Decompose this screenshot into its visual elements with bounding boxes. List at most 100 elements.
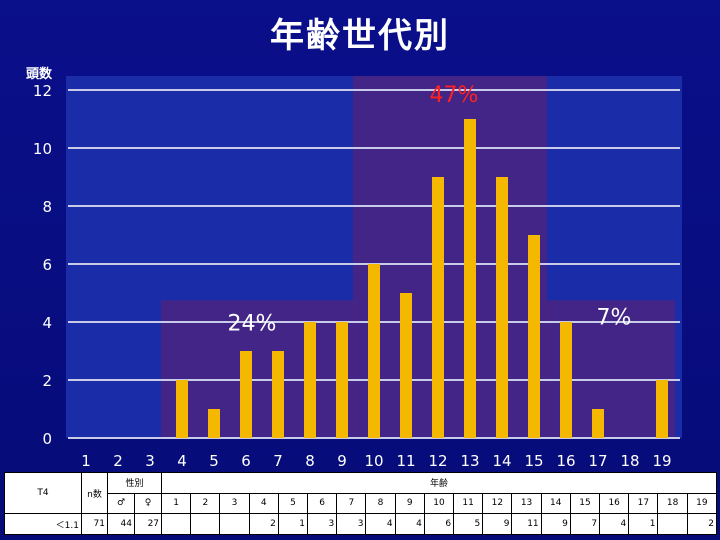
age-header-11: 11 [453,492,484,515]
x-tick-label: 2 [113,452,123,470]
bar-11 [400,293,412,438]
x-tick-label: 1 [81,452,91,470]
female-symbol-cell: ♀ [133,492,163,515]
age-header-7: 7 [336,492,367,515]
count-cell-16: 4 [599,513,630,535]
y-tick-label: 4 [42,314,52,332]
region-label: 7% [597,305,632,330]
count-cell-6: 3 [307,513,338,535]
bar-7 [272,351,284,438]
count-cell-3 [219,513,250,535]
male-symbol-cell: ♂ [107,492,135,515]
age-header-cell: 年齢 [161,472,717,494]
age-header-3: 3 [219,492,250,515]
count-cell-8: 4 [365,513,396,535]
bar-12 [432,177,444,438]
bar-19 [656,380,668,438]
age-header-16: 16 [599,492,630,515]
x-tick-label: 4 [177,452,187,470]
bar-15 [528,235,540,438]
y-axis-label: 頭数 [26,66,53,82]
bar-17 [592,409,604,438]
age-header-12: 12 [482,492,513,515]
bar-13 [464,119,476,438]
page-title: 年齢世代別 [270,16,450,56]
y-tick-label: 6 [42,256,52,274]
data-table-container: T4 n数 性別 年齢 ♂ ♀ 1 2 3 4 5 6 7 8 9 10 11 12 13 14 15 16 1… [4,471,718,535]
bar-8 [304,322,316,438]
data-table: T4 n数 性別 年齢 ♂ ♀ 1 2 3 4 5 6 7 8 9 10 11 12 13 14 15 16 1… [4,471,718,535]
count-cell-17: 1 [628,513,659,535]
y-tick-label: 8 [42,198,52,216]
x-tick-label: 6 [241,452,251,470]
x-tick-label: 15 [524,452,543,470]
count-cell-5: 1 [277,513,309,535]
region-shade [161,300,355,438]
count-cell-12: 9 [482,513,513,535]
age-header-2: 2 [190,492,221,515]
count-cell-13: 11 [511,513,542,535]
bar-16 [560,322,572,438]
count-cell-10: 6 [423,513,455,535]
table-header-row-1: T4 n数 性別 年齢 [4,471,717,515]
y-tick-label: 10 [33,140,52,158]
age-header-8: 8 [365,492,396,515]
age-header-4: 4 [248,492,279,515]
row-n-cell: 71 [81,513,108,535]
count-cell-14: 9 [540,513,571,535]
table-header-row-2: ♂ ♀ 1 2 3 4 5 6 7 8 9 10 11 12 13 14 15 16 17 18 19 [5,492,718,515]
age-header-15: 15 [569,492,601,515]
region-label: 47% [430,83,479,108]
bar-10 [368,264,380,438]
count-cell-15: 7 [569,513,601,535]
x-tick-label: 3 [145,452,155,470]
x-tick-label: 14 [492,452,511,470]
row-label-cell: ＜1.1 [4,513,82,535]
x-tick-label: 10 [364,452,383,470]
x-tick-label: 16 [556,452,575,470]
group-label-cell: T4 [4,471,82,515]
x-tick-label: 8 [305,452,315,470]
x-tick-label: 5 [209,452,219,470]
age-header-5: 5 [277,492,309,515]
count-cell-2 [190,513,221,535]
table-row: ＜1.1 71 44 27 2 1 3 3 4 4 6 5 9 11 9 7 4 1 2 [4,513,718,535]
row-male-cell: 44 [107,513,135,535]
region-label: 24% [228,311,277,336]
age-header-14: 14 [540,492,571,515]
count-cell-9: 4 [394,513,425,535]
y-tick-label: 12 [33,82,52,100]
age-header-6: 6 [307,492,338,515]
x-tick-label: 12 [428,452,447,470]
x-tick-label: 11 [396,452,415,470]
n-header-cell: n数 [81,471,108,515]
age-header-9: 9 [394,492,425,515]
x-tick-label: 18 [620,452,639,470]
x-tick-label: 7 [273,452,283,470]
y-tick-label: 0 [42,430,52,448]
bar-6 [240,351,252,438]
age-header-10: 10 [423,492,455,515]
x-tick-label: 9 [337,452,347,470]
count-cell-4: 2 [248,513,279,535]
count-cell-19: 2 [686,513,718,535]
age-header-17: 17 [628,492,659,515]
x-tick-label: 19 [652,452,671,470]
count-cell-11: 5 [453,513,484,535]
bar-14 [496,177,508,438]
age-header-18: 18 [657,492,688,515]
age-header-19: 19 [686,492,718,515]
bar-5 [208,409,220,438]
bar-4 [176,380,188,438]
bar-9 [336,322,348,438]
count-cell-1 [161,513,192,535]
row-female-cell: 27 [133,513,163,535]
age-header-13: 13 [511,492,542,515]
x-tick-label: 13 [460,452,479,470]
age-header-1: 1 [161,492,192,515]
count-cell-7: 3 [336,513,367,535]
y-tick-label: 2 [42,372,52,390]
region-shade [353,76,547,438]
count-cell-18 [657,513,688,535]
